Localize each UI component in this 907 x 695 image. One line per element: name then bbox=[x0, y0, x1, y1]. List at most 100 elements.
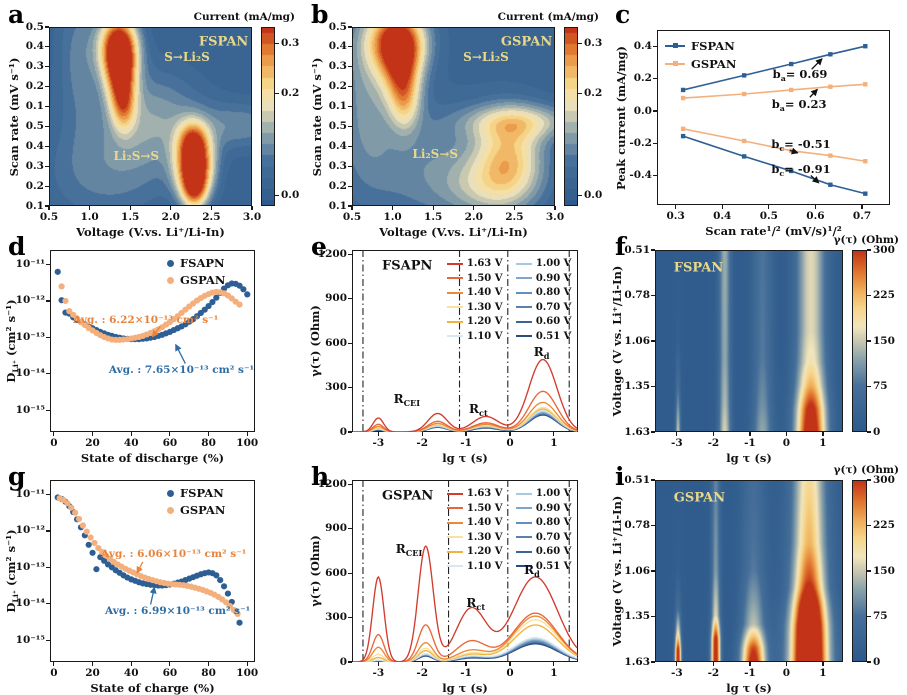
tick-label: -1 bbox=[744, 667, 756, 679]
tick-mark bbox=[348, 105, 352, 108]
tick-mark bbox=[348, 528, 352, 530]
tick-mark bbox=[867, 385, 871, 388]
data-point bbox=[741, 73, 747, 78]
plot-annotation: Rd bbox=[524, 562, 540, 580]
legend-dot bbox=[167, 490, 174, 497]
tick-mark bbox=[246, 662, 248, 666]
tick-mark bbox=[348, 572, 352, 574]
data-point bbox=[680, 133, 686, 139]
tick-label: 0.4 bbox=[633, 39, 652, 52]
legend-label: 0.90 V bbox=[535, 272, 572, 284]
tick-label: 0.78 bbox=[624, 289, 650, 301]
panel-letter-f: f bbox=[615, 232, 626, 261]
tick-label: 300 bbox=[873, 243, 895, 256]
annotation-arrow bbox=[809, 88, 818, 98]
contour-canvas bbox=[50, 28, 251, 205]
annotation-arrow bbox=[810, 175, 820, 184]
tick-label: 80 bbox=[201, 667, 216, 679]
tick-label: 0.2 bbox=[633, 72, 652, 85]
plot-annotation: Li₂S→S bbox=[113, 148, 160, 163]
tick-label: 20 bbox=[85, 437, 100, 449]
plot-annotation: GSPAN bbox=[673, 490, 726, 506]
tick-mark bbox=[553, 432, 555, 436]
annotation-arrow bbox=[789, 147, 799, 155]
tick-label: 1.06 bbox=[624, 334, 650, 347]
plot-annotation: FSAPN bbox=[382, 258, 433, 274]
data-point bbox=[54, 268, 61, 275]
data-point bbox=[680, 95, 686, 101]
legend-label: 1.20 V bbox=[466, 316, 503, 327]
data-point bbox=[828, 84, 833, 89]
plot-annotation: S→Li₂S bbox=[463, 50, 509, 65]
plot-annotation: ba= 0.69 bbox=[772, 66, 828, 84]
tick-mark bbox=[473, 206, 475, 210]
tick-mark bbox=[348, 125, 352, 128]
legend-label: 1.00 V bbox=[535, 258, 572, 269]
tick-mark bbox=[45, 125, 49, 128]
legend-line bbox=[515, 335, 532, 338]
drt-curve-1.63 V bbox=[353, 358, 578, 432]
tick-mark bbox=[45, 165, 49, 167]
plot-annotation: Avg. : 7.65×10⁻¹³ cm² s⁻¹ bbox=[108, 364, 255, 377]
panel-g: g DLi⁺ (cm² s⁻¹) State of charge (%) 0 20… bbox=[0, 462, 303, 695]
tick-label: 0.2 bbox=[584, 86, 603, 99]
tick-label: 225 bbox=[873, 289, 895, 301]
tick-mark bbox=[509, 662, 511, 666]
heatmap-canvas bbox=[656, 251, 842, 431]
tick-label: 0.3 bbox=[25, 60, 44, 73]
tick-label: 0 bbox=[782, 667, 791, 679]
tick-mark bbox=[348, 185, 352, 187]
tick-label: 0.2 bbox=[281, 86, 300, 99]
data-point bbox=[236, 301, 243, 308]
legend-label: 1.50 V bbox=[466, 272, 503, 284]
plot-annotation: ba= 0.23 bbox=[771, 96, 827, 113]
tick-mark bbox=[578, 194, 582, 196]
data-point bbox=[234, 610, 241, 618]
tick-mark bbox=[421, 432, 423, 436]
tick-mark bbox=[822, 662, 824, 666]
legend-label: 0.70 V bbox=[535, 301, 572, 313]
tick-mark bbox=[867, 294, 871, 297]
tick-label: 0.3 bbox=[584, 36, 603, 49]
tick-label: 1.63 bbox=[624, 425, 650, 438]
tick-label: 1.5 bbox=[121, 211, 140, 223]
tick-mark bbox=[651, 615, 655, 618]
tick-mark bbox=[749, 432, 751, 436]
data-point bbox=[828, 153, 833, 158]
line-chart bbox=[680, 44, 868, 196]
tick-mark bbox=[129, 206, 131, 210]
tick-label: 300 bbox=[873, 473, 895, 486]
tick-mark bbox=[867, 340, 871, 342]
data-point bbox=[789, 87, 794, 93]
tick-label: 0.5 bbox=[25, 119, 44, 132]
data-point bbox=[240, 286, 247, 293]
x-axis-label: lg τ (s) bbox=[442, 451, 488, 465]
contour-canvas bbox=[353, 28, 554, 205]
tick-mark bbox=[348, 253, 352, 256]
tick-label: 1.35 bbox=[624, 380, 650, 392]
tick-label: 0.1 bbox=[328, 199, 347, 212]
tick-label: 10⁻¹⁵ bbox=[15, 633, 45, 646]
tick-mark bbox=[867, 479, 871, 481]
data-point bbox=[244, 291, 251, 298]
tick-mark bbox=[676, 662, 678, 666]
tick-label: 1.63 bbox=[624, 655, 650, 668]
tick-label: 10⁻¹³ bbox=[15, 560, 45, 573]
panel-letter-b: b bbox=[311, 0, 329, 29]
tick-mark bbox=[207, 432, 210, 436]
tick-label: 0.5 bbox=[759, 210, 778, 222]
annotation-arrow bbox=[175, 343, 186, 364]
legend-label: 0.60 V bbox=[535, 316, 572, 327]
tick-label: 40 bbox=[123, 667, 139, 679]
legend-label: 1.00 V bbox=[535, 488, 572, 499]
tick-label: 300 bbox=[325, 611, 347, 624]
tick-label: 0.6 bbox=[806, 210, 825, 222]
legend-dot bbox=[167, 507, 174, 514]
colorbar-border bbox=[852, 250, 867, 432]
tick-label: -2 bbox=[416, 437, 429, 449]
tick-label: 0 bbox=[782, 437, 791, 449]
tick-label: 0.4 bbox=[713, 210, 732, 222]
tick-mark bbox=[822, 432, 824, 436]
colorbar-title: Current (mA/mg) bbox=[193, 11, 295, 23]
legend-marker bbox=[672, 61, 678, 66]
